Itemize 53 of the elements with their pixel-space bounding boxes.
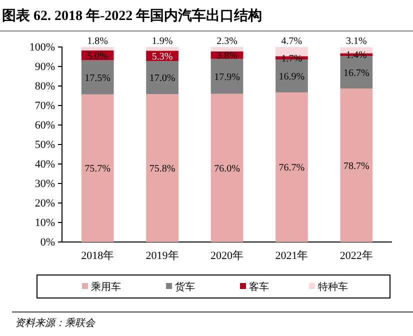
text: 资料来源：乘联会 xyxy=(15,317,96,329)
y-tick-label: 20% xyxy=(34,198,55,210)
legend-label: 乘用车 xyxy=(91,281,121,293)
y-tick-label: 40% xyxy=(34,158,55,171)
bar xyxy=(210,94,244,242)
y-tick-label: 0% xyxy=(40,236,55,249)
data-label: 17.5% xyxy=(84,72,111,84)
y-tick-label: 60% xyxy=(34,120,55,132)
bar xyxy=(276,92,308,242)
y-tick-label: 30% xyxy=(34,178,55,190)
data-label: 76.7% xyxy=(278,162,305,174)
bar xyxy=(146,94,178,242)
data-label: 16.9% xyxy=(278,71,305,82)
data-label: 3.8% xyxy=(216,50,238,62)
legend-label: 货车 xyxy=(175,281,195,293)
chart-title: 图表 62. 2018 年-2022 年国内汽车出口结构 xyxy=(2,7,262,24)
bar xyxy=(146,61,178,94)
bar xyxy=(81,47,114,51)
bar xyxy=(81,60,114,94)
data-label: 1.9% xyxy=(152,36,173,47)
y-tick-label: 100% xyxy=(29,42,55,54)
y-tick-label: 50% xyxy=(34,139,55,152)
x-tick-label: 2022年 xyxy=(340,250,373,262)
data-label: 5.0% xyxy=(87,50,108,62)
data-label: 5.3% xyxy=(152,51,173,62)
data-label: 2.3% xyxy=(216,36,238,47)
data-label: 76.0% xyxy=(214,163,240,174)
y-tick-label: 90% xyxy=(34,61,55,74)
x-tick-label: 2018年 xyxy=(81,250,114,262)
x-tick-label: 2020年 xyxy=(210,250,244,262)
bar xyxy=(210,47,244,52)
bar xyxy=(210,58,244,94)
bar xyxy=(276,47,308,56)
bar xyxy=(340,88,373,242)
y-tick-label: 70% xyxy=(34,100,55,112)
data-label: 17.0% xyxy=(149,73,176,84)
data-label: 4.7% xyxy=(281,36,302,47)
data-label: 1.8% xyxy=(87,36,108,47)
x-tick-label: 2021年 xyxy=(275,250,308,262)
data-label: 75.7% xyxy=(84,164,111,175)
y-tick-label: 10% xyxy=(34,217,55,230)
bar xyxy=(81,94,114,242)
data-label: 78.7% xyxy=(343,160,370,172)
bar xyxy=(146,47,178,51)
data-label: 17.9% xyxy=(214,72,240,83)
y-tick-label: 80% xyxy=(34,80,55,93)
data-label: 1.4% xyxy=(346,50,367,62)
data-label: 75.8% xyxy=(149,164,176,175)
x-tick-label: 2019年 xyxy=(146,250,179,262)
legend-label: 特种车 xyxy=(318,281,348,293)
data-label: 16.7% xyxy=(343,68,370,79)
data-label: 3.1% xyxy=(346,36,367,48)
legend-label: 客车 xyxy=(249,281,269,293)
